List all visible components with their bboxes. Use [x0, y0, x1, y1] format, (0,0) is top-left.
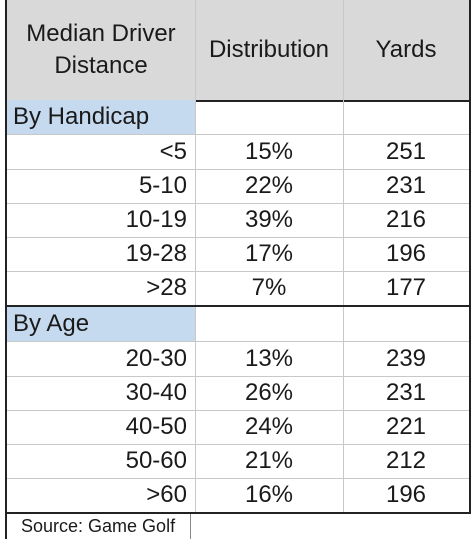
column-divider: [343, 444, 344, 478]
column-divider: [343, 169, 344, 203]
row-distribution: 21%: [244, 447, 294, 474]
row-label: 20-30: [125, 345, 187, 372]
header-cell-yards: Yards: [343, 0, 469, 100]
table-row: 40-50 24% 221: [7, 410, 469, 445]
column-divider: [343, 135, 344, 169]
column-divider: [195, 342, 196, 376]
table-row: 50-60 21% 212: [7, 444, 469, 479]
row-yards: 221: [385, 413, 427, 440]
driver-distance-table: Median Driver Distance Distribution Yard…: [5, 0, 471, 514]
column-divider: [195, 478, 196, 512]
table-row: <5 15% 251: [7, 135, 469, 170]
row-label: <5: [159, 138, 187, 165]
row-label: 30-40: [125, 379, 187, 406]
column-divider: [195, 271, 196, 305]
row-yards: 251: [385, 138, 427, 165]
row-yards: 216: [385, 206, 427, 233]
table-row: 20-30 13% 239: [7, 342, 469, 377]
column-divider: [195, 444, 196, 478]
column-divider: [195, 100, 196, 134]
row-yards: 212: [385, 447, 427, 474]
table-header-row: Median Driver Distance Distribution Yard…: [7, 0, 469, 102]
row-yards: 177: [385, 274, 427, 301]
row-yards: 231: [385, 379, 427, 406]
column-divider: [195, 307, 196, 341]
column-divider: [195, 237, 196, 271]
table-row: 19-28 17% 196: [7, 237, 469, 272]
column-divider: [195, 0, 196, 100]
column-divider: [343, 203, 344, 237]
row-label: 10-19: [125, 206, 187, 233]
row-yards: 231: [385, 172, 427, 199]
column-divider: [195, 410, 196, 444]
table-row: 10-19 39% 216: [7, 203, 469, 238]
row-distribution: 16%: [244, 481, 294, 508]
row-yards: 239: [385, 345, 427, 372]
header-cell-median-driver-distance: Median Driver Distance: [7, 0, 195, 100]
table-row: >28 7% 177: [7, 271, 469, 307]
row-distribution: 15%: [244, 138, 294, 165]
row-distribution: 13%: [244, 345, 294, 372]
column-divider: [195, 169, 196, 203]
table-row: 30-40 26% 231: [7, 376, 469, 411]
row-label: 5-10: [138, 172, 187, 199]
section-row-handicap: By Handicap: [7, 100, 469, 135]
section-title-handicap: By Handicap: [7, 100, 195, 134]
source-footnote: Source: Game Golf: [5, 514, 191, 539]
column-divider: [195, 376, 196, 410]
row-label: 40-50: [125, 413, 187, 440]
column-divider: [343, 410, 344, 444]
row-distribution: 39%: [244, 206, 294, 233]
row-label: >28: [146, 274, 187, 301]
table-row: >60 16% 196: [7, 478, 469, 514]
section-title-age: By Age: [7, 307, 195, 341]
row-distribution: 17%: [244, 240, 294, 267]
column-divider: [343, 478, 344, 512]
header-label-yards: Yards: [375, 36, 437, 63]
table-row: 5-10 22% 231: [7, 169, 469, 204]
header-label-line1: Median Driver: [26, 20, 176, 47]
column-divider: [343, 100, 344, 134]
header-label-distribution: Distribution: [208, 36, 330, 63]
row-distribution: 22%: [244, 172, 294, 199]
column-divider: [343, 376, 344, 410]
row-label: 19-28: [125, 240, 187, 267]
row-label: 50-60: [125, 447, 187, 474]
header-cell-distribution: Distribution: [195, 0, 343, 100]
column-divider: [343, 271, 344, 305]
row-distribution: 26%: [244, 379, 294, 406]
column-divider: [343, 342, 344, 376]
column-divider: [195, 135, 196, 169]
row-distribution: 24%: [244, 413, 294, 440]
row-yards: 196: [385, 481, 427, 508]
section-row-age: By Age: [7, 307, 469, 342]
row-label: >60: [146, 481, 187, 508]
column-divider: [343, 237, 344, 271]
column-divider: [343, 307, 344, 341]
row-distribution: 7%: [251, 274, 287, 301]
header-label-line2: Distance: [54, 52, 148, 79]
column-divider: [195, 203, 196, 237]
row-yards: 196: [385, 240, 427, 267]
column-divider: [343, 0, 344, 100]
